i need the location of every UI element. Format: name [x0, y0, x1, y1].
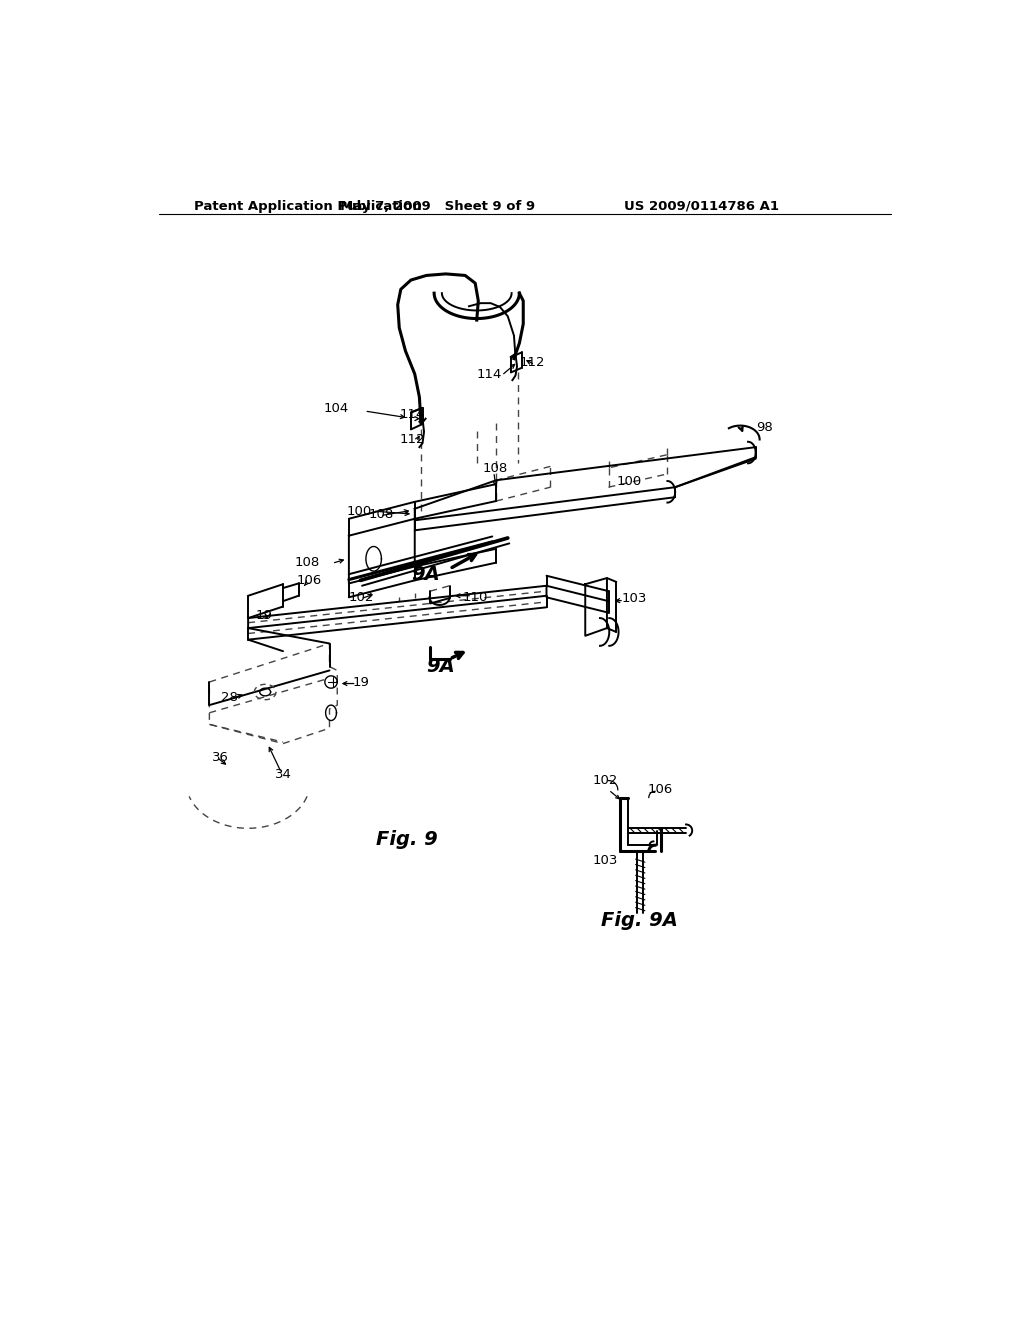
- Text: 110: 110: [463, 591, 488, 603]
- Text: 114: 114: [477, 367, 502, 380]
- Text: 102: 102: [349, 591, 374, 603]
- Text: 108: 108: [369, 508, 393, 520]
- Text: 106: 106: [647, 783, 673, 796]
- Text: 106: 106: [297, 574, 323, 587]
- Text: 108: 108: [295, 556, 321, 569]
- Text: 102: 102: [593, 774, 618, 787]
- Text: 104: 104: [324, 403, 349, 416]
- Text: 19: 19: [256, 609, 272, 622]
- Text: Fig. 9: Fig. 9: [376, 830, 438, 849]
- Text: 36: 36: [212, 751, 228, 764]
- Text: 34: 34: [275, 768, 292, 781]
- Text: 9A: 9A: [426, 657, 455, 676]
- Text: 98: 98: [756, 421, 772, 434]
- Text: May 7, 2009   Sheet 9 of 9: May 7, 2009 Sheet 9 of 9: [340, 199, 536, 213]
- Text: US 2009/0114786 A1: US 2009/0114786 A1: [624, 199, 779, 213]
- Text: 114: 114: [399, 408, 425, 421]
- Text: 100: 100: [616, 475, 641, 488]
- Text: 28: 28: [221, 690, 238, 704]
- Text: 100: 100: [347, 504, 372, 517]
- Text: 103: 103: [593, 854, 618, 867]
- Text: Fig. 9A: Fig. 9A: [601, 911, 678, 931]
- Text: 103: 103: [622, 593, 647, 606]
- Text: 9A: 9A: [411, 565, 439, 583]
- Text: 19: 19: [352, 676, 370, 689]
- Text: 112: 112: [519, 356, 545, 370]
- Text: Patent Application Publication: Patent Application Publication: [194, 199, 422, 213]
- Text: 112: 112: [399, 433, 425, 446]
- Text: 108: 108: [483, 462, 508, 475]
